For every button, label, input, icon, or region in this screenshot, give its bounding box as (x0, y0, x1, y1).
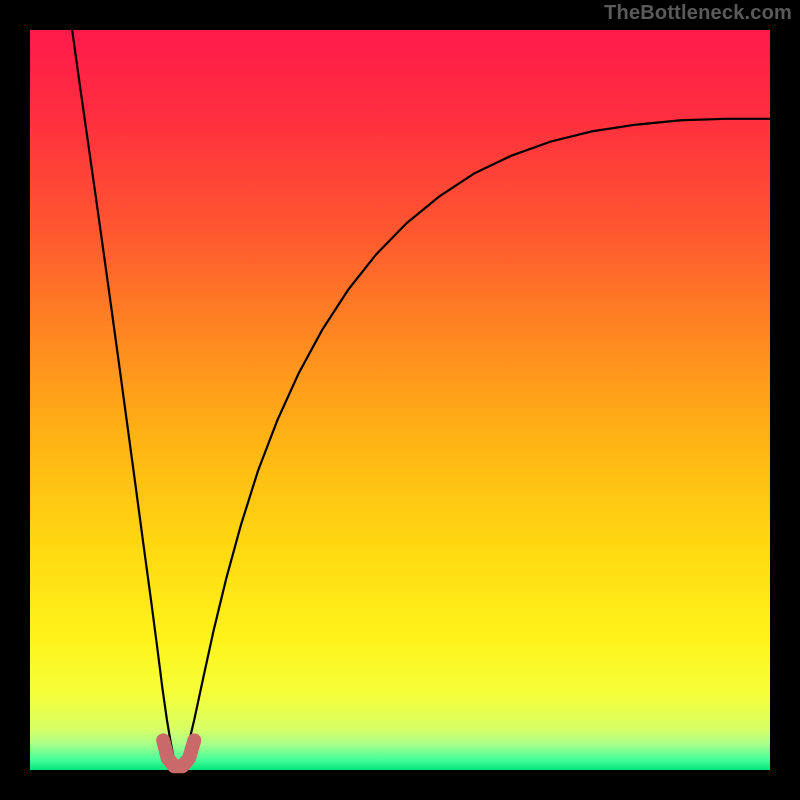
bottleneck-chart (0, 0, 800, 800)
chart-container: TheBottleneck.com (0, 0, 800, 800)
gradient-background (30, 30, 770, 770)
watermark-text: TheBottleneck.com (604, 2, 792, 25)
